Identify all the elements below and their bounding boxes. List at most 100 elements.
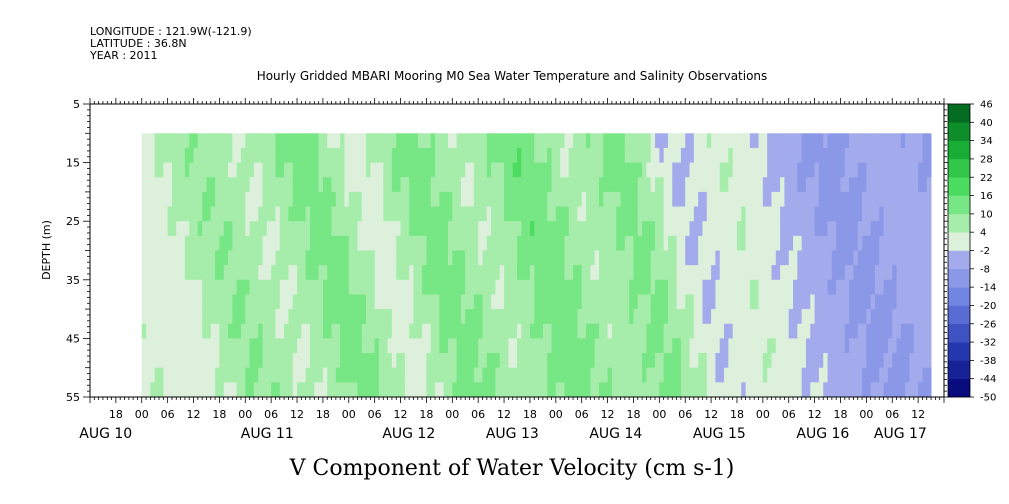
heat-cell	[478, 382, 483, 398]
heat-cell	[240, 221, 246, 237]
heat-cell	[719, 250, 725, 266]
heat-cell	[810, 279, 815, 295]
heat-cell	[374, 133, 380, 149]
heat-cell	[443, 309, 449, 325]
heat-cell	[171, 177, 177, 193]
heat-cell	[607, 162, 613, 178]
heat-cell	[478, 250, 483, 266]
heat-cell	[745, 235, 751, 251]
heat-cell	[866, 265, 872, 281]
heat-cell	[659, 191, 665, 207]
heat-cell	[780, 323, 785, 339]
heat-cell	[883, 294, 889, 310]
heat-cell	[736, 309, 742, 325]
heat-cell	[366, 265, 371, 281]
heat-cell	[788, 206, 794, 222]
heat-cell	[430, 279, 436, 295]
heat-cell	[896, 177, 902, 193]
heat-cell	[801, 294, 807, 310]
heat-cell	[624, 133, 630, 149]
heat-cell	[400, 265, 406, 281]
heat-cell	[909, 250, 915, 266]
heat-cell	[275, 250, 281, 266]
heat-cell	[219, 162, 225, 178]
heat-cell	[409, 147, 414, 163]
heat-cell	[495, 309, 501, 325]
heat-cell	[521, 382, 527, 398]
heat-cell	[193, 294, 199, 310]
heat-cell	[176, 133, 181, 149]
heat-cell	[193, 353, 199, 369]
heat-cell	[555, 382, 561, 398]
heat-cell	[659, 147, 665, 163]
heat-cell	[685, 235, 690, 251]
heat-cell	[542, 206, 548, 222]
heat-cell	[404, 353, 410, 369]
heat-cell	[482, 235, 488, 251]
heat-cell	[913, 206, 919, 222]
heat-cell	[844, 206, 850, 222]
heat-cell	[659, 162, 665, 178]
heat-cell	[836, 221, 841, 237]
heat-cell	[724, 367, 729, 383]
heat-cell	[422, 353, 427, 369]
heat-cell	[577, 367, 583, 383]
heat-cell	[508, 147, 514, 163]
heat-cell	[529, 147, 535, 163]
heat-cell	[607, 279, 613, 295]
heat-cell	[271, 265, 276, 281]
heat-cell	[883, 177, 889, 193]
heat-cell	[482, 191, 488, 207]
heat-cell	[353, 309, 358, 325]
heat-cell	[857, 294, 863, 310]
heat-cell	[534, 367, 539, 383]
heat-cell	[525, 279, 531, 295]
heat-cell	[805, 265, 811, 281]
heat-cell	[616, 133, 621, 149]
heat-cell	[818, 279, 824, 295]
heat-cell	[564, 265, 570, 281]
heat-cell	[667, 191, 673, 207]
heat-cell	[469, 147, 475, 163]
heat-cell	[581, 206, 587, 222]
heat-cell	[646, 294, 652, 310]
heat-cell	[900, 133, 906, 149]
heat-cell	[849, 309, 854, 325]
heat-cell	[814, 162, 820, 178]
heat-cell	[473, 382, 479, 398]
heat-cell	[163, 279, 169, 295]
heat-cell	[702, 206, 708, 222]
heat-cell	[184, 323, 190, 339]
heat-cell	[236, 265, 242, 281]
heat-cell	[810, 323, 815, 339]
heat-cell	[581, 382, 587, 398]
heat-cell	[655, 206, 660, 222]
heat-cell	[223, 147, 229, 163]
heat-cell	[469, 294, 475, 310]
heat-cell	[215, 309, 220, 325]
heat-cell	[258, 221, 263, 237]
heat-cell	[171, 382, 177, 398]
heat-cell	[240, 177, 246, 193]
heat-cell	[473, 162, 479, 178]
heat-cell	[586, 250, 591, 266]
heat-cell	[818, 147, 824, 163]
heat-cell	[555, 279, 561, 295]
heat-cell	[305, 265, 311, 281]
heat-cell	[439, 294, 445, 310]
heat-cell	[335, 382, 341, 398]
heat-cell	[370, 177, 376, 193]
heat-cell	[529, 323, 535, 339]
heat-cell	[646, 162, 652, 178]
heat-cell	[374, 191, 380, 207]
heat-cell	[620, 191, 626, 207]
heat-cell	[271, 323, 276, 339]
heat-cell	[642, 338, 647, 354]
heat-cell	[236, 221, 242, 237]
heat-cell	[219, 191, 225, 207]
heat-cell	[245, 162, 250, 178]
heat-cell	[862, 177, 867, 193]
heat-cell	[749, 191, 755, 207]
heat-cell	[460, 133, 466, 149]
heat-cell	[284, 382, 289, 398]
